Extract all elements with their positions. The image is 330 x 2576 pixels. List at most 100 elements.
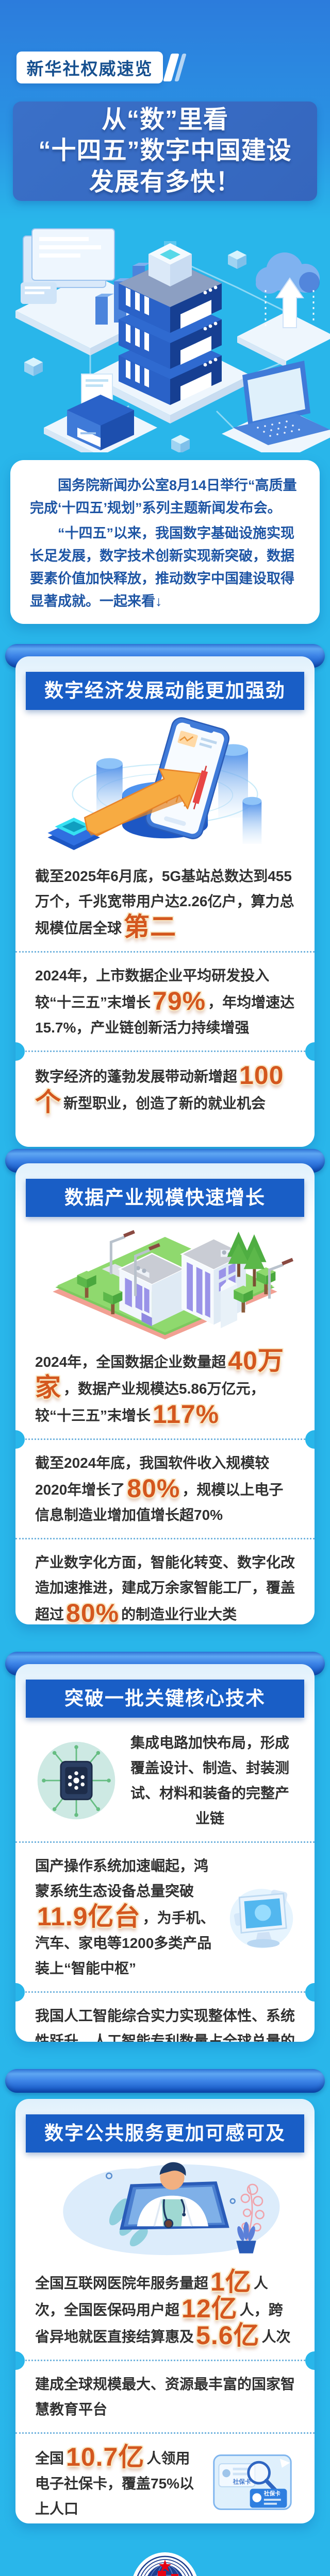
notch: [15, 1983, 25, 2002]
ticket-divider: [15, 1841, 315, 1843]
ticket-divider: [15, 1430, 315, 1449]
notch: [305, 1042, 315, 1061]
stat-highlight-number: 10.7亿: [66, 2443, 145, 2471]
stat-item: 建成全球规模最大、资源最丰富的国家智慧教育平台: [35, 2371, 295, 2422]
hero-illustration: [15, 228, 330, 452]
stat-text: 2024年，上市数据企业平均研发投入较“十三五”末增长: [35, 968, 270, 1010]
laptop-icon: [222, 361, 330, 452]
stat-item: 2024年，上市数据企业平均研发投入较“十三五”末增长79% ，年均增速达15.7…: [35, 963, 295, 1040]
stat-highlight-number: 第二: [124, 912, 177, 941]
notch: [305, 1983, 315, 2002]
stat-highlight-number: 11.9亿台: [37, 1902, 141, 1931]
stat-text: 建成全球规模最大、资源最丰富的国家智慧教育平台: [35, 2376, 295, 2417]
stat-item: 全国互联网医院年服务量超1亿 人次，全国医保码用户超12亿 人，跨省异地就医直接结算…: [35, 2269, 295, 2349]
stat-item: 国产操作系统加速崛起，鸿蒙系统生态设备总量突破 11.9亿台 ，为手机、汽车、家电等…: [35, 1853, 221, 1981]
stat-text: 国产操作系统加速崛起，鸿蒙系统生态设备总量突破: [35, 1858, 209, 1899]
chip-icon: [47, 818, 100, 850]
ticket-divider: [15, 1042, 315, 1061]
os-monitor-icon: [229, 1889, 293, 1948]
building-illustration: [53, 1230, 293, 1340]
xinhua-logo: XINHUA: [133, 2552, 197, 2576]
stat-highlight-number: 80%: [127, 1474, 180, 1503]
stat-highlight-number: 1亿: [210, 2267, 252, 2296]
ticket-divider: [15, 1983, 315, 2002]
main-title-line-1: 从“数”里看: [101, 106, 228, 133]
ticket-divider: [15, 1538, 315, 1539]
notch: [305, 2351, 315, 2370]
stat-text: 集成电路加快布局，形成覆盖设计、制造、封装测试、材料和装备的完整产业链: [130, 1735, 289, 1826]
agency-badge-label: 新华社权威速览: [26, 59, 153, 78]
stat-highlight-number: 79%: [153, 987, 206, 1015]
stat-highlight-number: 40万家: [35, 1346, 284, 1402]
integrated-circuit-icon: [37, 1741, 116, 1820]
stat-highlight-number: 5.6亿: [196, 2321, 260, 2350]
stat-items: 截至2025年6月底，5G基站总数达到455万个，千兆宽带用户达2.26亿户，算…: [15, 863, 315, 1116]
notch: [15, 2351, 25, 2370]
section-header-data-industry: 数据产业规模快速增长: [26, 1179, 304, 1217]
stat-items: 集成电路加快布局，形成覆盖设计、制造、封装测试、材料和装备的完整产业链 国产操作…: [15, 1730, 315, 2042]
ticket-divider: [15, 2351, 315, 2370]
main-title-line-2: “十四五”数字中国建设: [38, 137, 292, 165]
main-title: 从“数”里看 “十四五”数字中国建设 发展有多快！: [13, 101, 317, 201]
intro-card: 国务院新闻办公室8月14日举行“高质量完成‘十四五’规划”系列主题新闻发布会。 …: [10, 460, 320, 624]
phone-growth-illustration: [47, 717, 262, 850]
section-card-data-industry: 数据产业规模快速增长: [15, 1163, 315, 1624]
stat-text: 全国: [35, 2450, 64, 2466]
stat-highlight-number: 12亿: [182, 2294, 238, 2323]
section-cap-bar-4: [5, 2069, 325, 2093]
stat-text: ，数据产业规模达5.86万亿元，较“十三五”末增长: [35, 1381, 265, 1423]
stat-item: 截至2025年6月底，5G基站总数达到455万个，千兆宽带用户达2.26亿户，算…: [35, 863, 295, 941]
notch: [15, 1042, 25, 1061]
stat-text: ，年均增速达15.7%，产业链创新活力持续增强: [35, 994, 295, 1036]
cloud-upload-icon: [237, 252, 330, 367]
social-security-card-icon: 社保卡 社保卡: [213, 2454, 292, 2510]
doctor-avatar: [120, 2162, 229, 2230]
telemedicine-illustration: [63, 2162, 280, 2256]
stat-item: 2024年，全国数据企业数量超40万家 ，数据产业规模达5.86万亿元，较“十三五…: [35, 1348, 295, 1428]
growth-arrow-icon: [84, 768, 201, 837]
stat-items: 全国互联网医院年服务量超1亿 人次，全国医保码用户超12亿 人，跨省异地就医直接结算…: [15, 2269, 315, 2521]
stat-item: 全国10.7亿 人领用电子社保卡，覆盖75%以上人口: [35, 2444, 203, 2521]
xinhua-emblem: [158, 2560, 178, 2576]
stat-text: 截至2025年6月底，5G基站总数达到455万个，千兆宽带用户达2.26亿户，算…: [35, 868, 294, 936]
section-card-digital-economy: 数字经济发展动能更加强劲: [15, 656, 315, 1147]
stat-item: 我国人工智能综合实力实现整体性、系统性跃升，人工智能专利数量占全球总量的60%，…: [35, 2003, 295, 2042]
stat-text: 我国人工智能综合实力实现整体性、系统性跃升，人工智能专利数量占全球总量的: [35, 2008, 295, 2042]
stat-text: 截至2024年底，我国软件收入规模较2020年增长了: [35, 1455, 270, 1498]
printer-icon: [44, 374, 157, 452]
section-header-core-tech: 突破一批关键核心技术: [26, 1680, 304, 1718]
svg-text:社保卡: 社保卡: [233, 2478, 251, 2485]
stat-item: 数字经济的蓬勃发展带动新增超100个 新型职业，创造了新的就业机会: [35, 1062, 295, 1116]
stat-item: 产业数字化方面，智能化转变、数字化改造加速推进，建成万余家智能工厂，覆盖超过80…: [35, 1550, 295, 1624]
office-tower-icon: [180, 1238, 248, 1328]
stat-text: 产业数字化方面，智能化转变、数字化改造加速推进，建成万余家智能工厂，覆盖超过: [35, 1554, 295, 1622]
stat-highlight-number: 117%: [153, 1400, 220, 1429]
cube-icon: [148, 243, 192, 286]
agency-badge: 新华社权威速览: [16, 52, 163, 83]
street-lamp-icons: [109, 1235, 284, 1299]
stat-text: ，为手机、汽车、家电等1200多类产品装上“智能中枢”: [35, 1910, 215, 1976]
main-title-line-3: 发展有多快！: [89, 168, 241, 196]
ticket-divider: [15, 951, 315, 953]
section-header-digital-economy: 数字经济发展动能更加强劲: [26, 672, 304, 710]
stat-text: 的制造业行业大类: [121, 1606, 237, 1622]
stat-text: 全国互联网医院年服务量超: [35, 2275, 209, 2291]
server-icon: [90, 241, 250, 423]
stat-highlight-number: 100个: [35, 1061, 284, 1116]
tree-icons: [77, 1231, 276, 1314]
stat-text: 新型职业，创造了新的就业机会: [63, 1095, 266, 1111]
stat-item: 集成电路加快布局，形成覆盖设计、制造、封装测试、材料和装备的完整产业链: [125, 1730, 295, 1831]
section-card-core-tech: 突破一批关键核心技术: [15, 1664, 315, 2042]
stat-text: 人次，全国医保码用户超: [35, 2275, 268, 2318]
section-card-public-service: 数字公共服务更加可感可及: [15, 2099, 315, 2523]
notch: [15, 1430, 25, 1449]
stat-items: 2024年，全国数据企业数量超40万家 ，数据产业规模达5.86万亿元，较“十三五…: [15, 1348, 315, 1624]
potted-plant-icon: [236, 2222, 256, 2253]
stat-text: 人，跨省异地就医直接结算惠及: [35, 2302, 283, 2345]
section-header-public-service: 数字公共服务更加可感可及: [26, 2114, 304, 2153]
svg-text:社保卡: 社保卡: [263, 2490, 280, 2497]
stat-text: 数字经济的蓬勃发展带动新增超: [35, 1069, 238, 1084]
stat-text: ，规模以上电子信息制造业增加值增长超70%: [35, 1482, 284, 1523]
floating-cube-icons: [24, 250, 246, 452]
